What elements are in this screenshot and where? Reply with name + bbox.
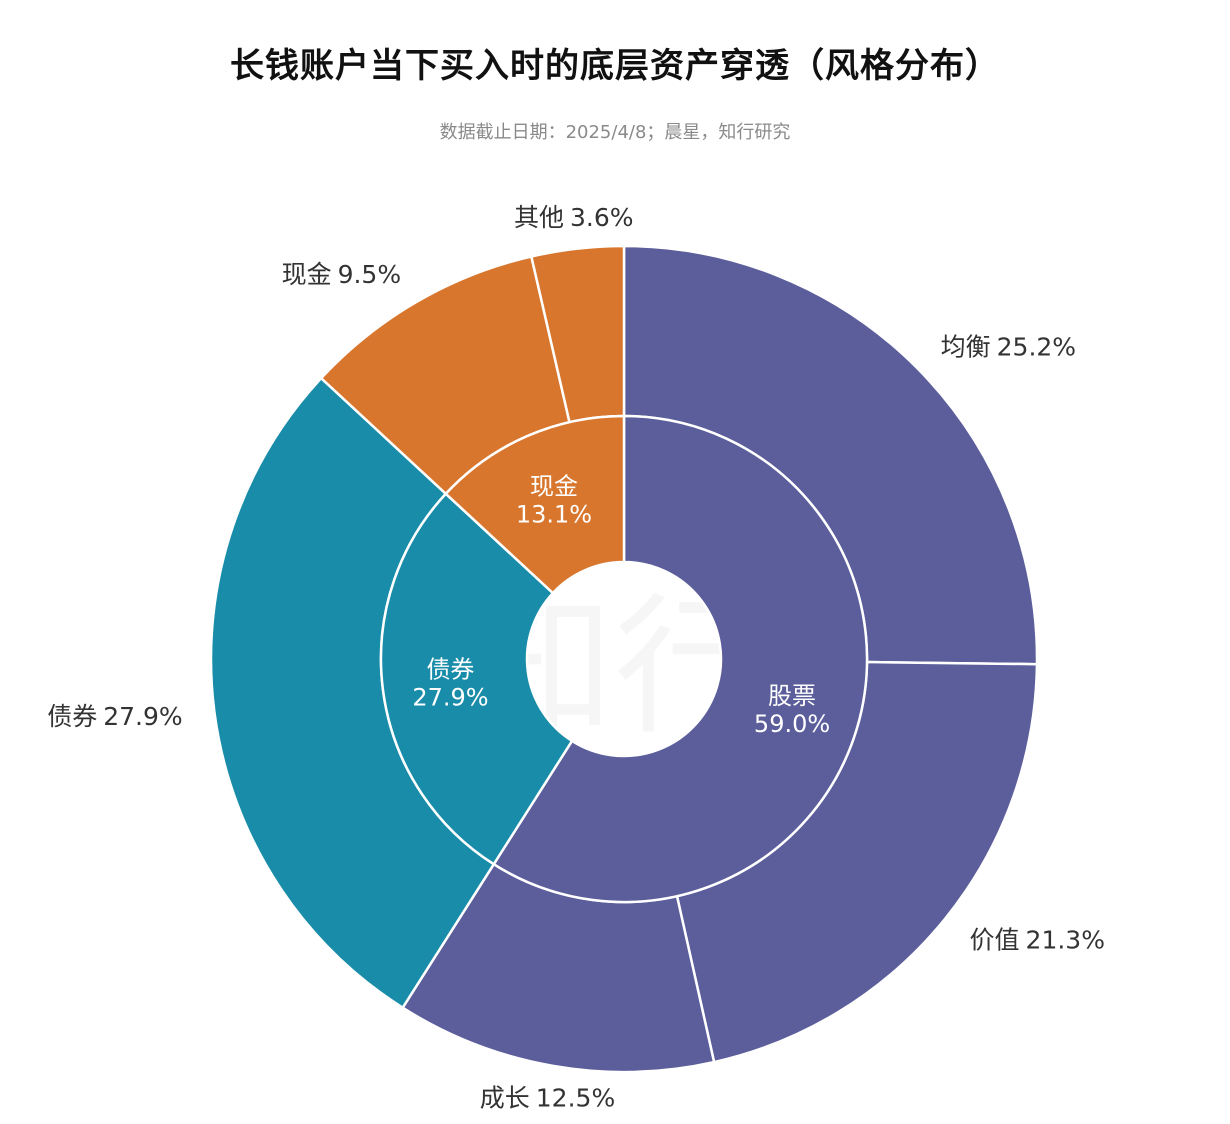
outer-ring-labels: 均衡 25.2%价值 21.3%成长 12.5%债券 27.9%现金 9.5%其他 3.6% — [47, 203, 1105, 1113]
inner-slice-0 — [492, 414, 869, 904]
outer-label-1: 价值 21.3% — [970, 925, 1105, 954]
outer-label-name: 价值 — [970, 925, 1020, 954]
outer-label-value: 25.2% — [997, 332, 1076, 361]
inner-label-name-0: 股票 — [768, 682, 816, 710]
outer-label-name: 成长 — [480, 1083, 530, 1112]
outer-label-value: 9.5% — [338, 260, 402, 289]
outer-label-name: 均衡 — [941, 332, 991, 361]
outer-label-2: 成长 12.5% — [480, 1083, 615, 1112]
inner-slice-2 — [444, 414, 626, 595]
inner-slice-1 — [379, 492, 574, 866]
outer-label-0: 均衡 25.2% — [941, 332, 1076, 361]
outer-label-value: 3.6% — [570, 203, 634, 232]
outer-label-name: 其他 — [514, 203, 564, 232]
outer-label-5: 其他 3.6% — [514, 203, 634, 232]
chart-subtitle: 数据截止日期：2025/4/8；晨星，知行研究 — [439, 122, 791, 143]
inner-label-value-1: 27.9% — [412, 683, 488, 711]
outer-label-value: 27.9% — [103, 702, 182, 731]
inner-label-name-2: 现金 — [530, 473, 578, 501]
outer-label-name: 债券 — [47, 702, 97, 731]
outer-label-3: 债券 27.9% — [47, 702, 182, 731]
chart-title: 长钱账户当下买入时的底层资产穿透（风格分布） — [230, 46, 1000, 86]
outer-label-value: 21.3% — [1026, 925, 1105, 954]
outer-ring — [209, 244, 1039, 1074]
inner-label-value-2: 13.1% — [516, 501, 592, 529]
inner-label-value-0: 59.0% — [754, 710, 830, 738]
inner-label-name-1: 债券 — [426, 655, 474, 683]
outer-label-value: 12.5% — [536, 1083, 615, 1112]
outer-label-4: 现金 9.5% — [282, 260, 402, 289]
inner-ring — [379, 414, 869, 904]
outer-label-name: 现金 — [282, 260, 332, 289]
